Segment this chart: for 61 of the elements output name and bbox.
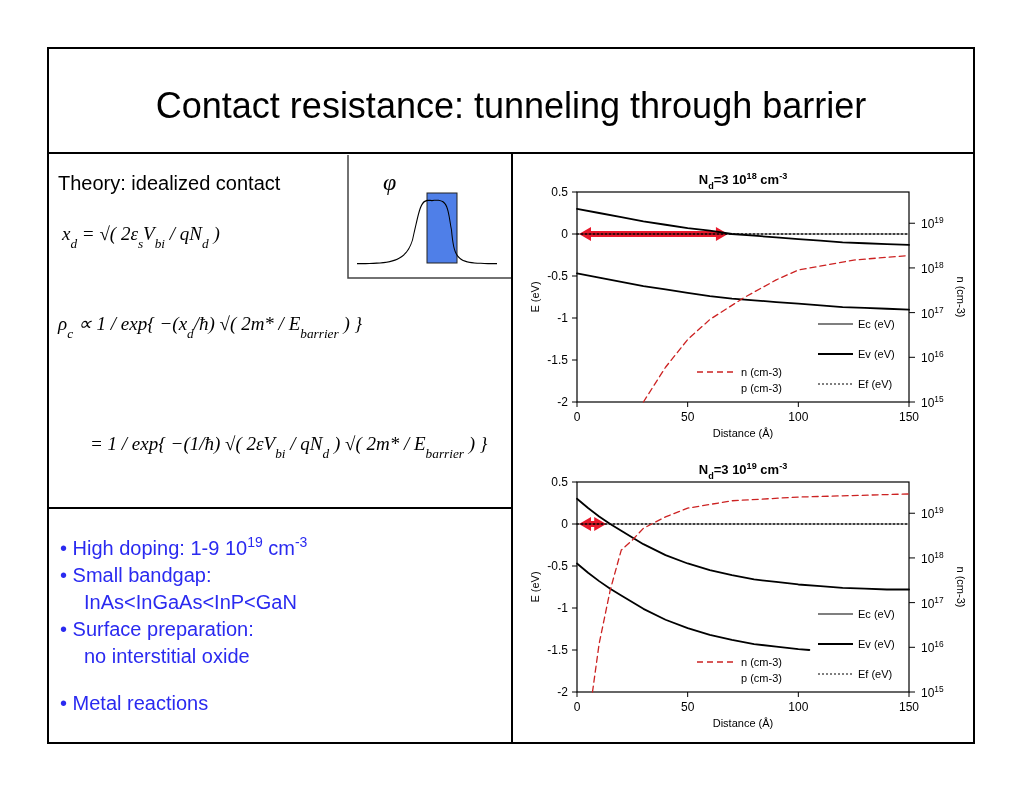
x-tick-label: 0	[573, 700, 581, 714]
text: = 1 / exp{ −(1/ħ) √( 2εV$_{bi}$ / qN$_{d}$ ) √( 2m* / E$_{barrier}$ ) }	[90, 433, 488, 461]
y-tick-label: -0.5	[547, 559, 569, 573]
legend-label: Ef (eV)	[858, 378, 893, 390]
legend-label: Ec (eV)	[858, 608, 895, 620]
x-tick-label: 0	[573, 410, 581, 424]
annotation: p (cm-3)	[741, 382, 782, 394]
y-tick-label: -0.5	[547, 269, 569, 283]
y2-axis-title: n (cm-3)	[955, 276, 967, 318]
text: • Small bandgap:	[60, 564, 212, 586]
text: x$_{d}$ = √( 2ε$_{s}$V$_{bi}$ / qN$_{d}$ )	[62, 223, 220, 251]
y-tick-label: 0.5	[551, 475, 569, 489]
y2-tick-label: 10$^{17}$	[921, 594, 945, 611]
legend-label: Ec (eV)	[858, 318, 895, 330]
x-tick-label: 150	[898, 700, 920, 714]
line-series	[591, 493, 910, 693]
y2-tick-label: 10$^{19}$	[921, 505, 945, 522]
text: Theory: idealized contact	[58, 172, 281, 194]
y2-tick-label: 10$^{15}$	[921, 684, 945, 700]
y-tick-label: -2	[557, 685, 569, 699]
x-tick-label: 50	[680, 700, 695, 714]
legend-label: Ef (eV)	[858, 668, 893, 680]
legend-label: n (cm-3)	[741, 366, 782, 378]
legend-label: n (cm-3)	[741, 656, 782, 668]
y-tick-label: 0.5	[551, 185, 569, 199]
legend-label: Ev (eV)	[858, 348, 895, 360]
x-tick-label: 50	[680, 410, 695, 424]
y-tick-label: -1.5	[547, 643, 569, 657]
text: • Surface preparation:	[60, 618, 254, 640]
text: ρ$_{c}$ ∝ 1 / exp{ −(x$_{d}$/ħ) √( 2m* / E$_{barrier}$ ) }	[57, 313, 363, 341]
x-axis-title: Distance (Å)	[712, 717, 774, 729]
x-axis-title: Distance (Å)	[712, 427, 774, 439]
y-tick-label: -1	[557, 311, 569, 325]
annotation: p (cm-3)	[741, 672, 782, 684]
text: no interstitial oxide	[84, 645, 250, 667]
text: • High doping: 1-9 10$^{19}$ cm$^{-3}$	[60, 534, 308, 559]
y-axis-title: E (eV)	[529, 571, 541, 603]
y2-tick-label: 10$^{16}$	[921, 639, 945, 656]
x-tick-label: 100	[788, 410, 809, 424]
y2-tick-label: 10$^{18}$	[921, 259, 945, 276]
chart-title: N$_{d}$=3 10$^{18}$ cm$^{-3}$	[698, 171, 788, 191]
x-tick-label: 100	[788, 700, 809, 714]
y-axis-title: E (eV)	[529, 281, 541, 313]
text: • Metal reactions	[60, 692, 209, 714]
text: φ	[383, 169, 397, 195]
text: InAs<InGaAs<InP<GaN	[84, 591, 297, 613]
x-tick-label: 150	[898, 410, 920, 424]
y-tick-label: 0	[561, 517, 569, 531]
y2-tick-label: 10$^{18}$	[921, 549, 945, 566]
chart-title: N$_{d}$=3 10$^{19}$ cm$^{-3}$	[698, 461, 788, 481]
y2-tick-label: 10$^{19}$	[921, 215, 945, 232]
y-tick-label: 0	[561, 227, 569, 241]
y2-axis-title: n (cm-3)	[955, 566, 967, 608]
y-tick-label: -2	[557, 395, 569, 409]
y-tick-label: -1	[557, 601, 569, 615]
y2-tick-label: 10$^{16}$	[921, 349, 945, 366]
text: Contact resistance: tunneling through barrier	[155, 85, 867, 126]
y-tick-label: -1.5	[547, 353, 569, 367]
y2-tick-label: 10$^{17}$	[921, 304, 945, 321]
legend-label: Ev (eV)	[858, 638, 895, 650]
y2-tick-label: 10$^{15}$	[921, 394, 945, 410]
